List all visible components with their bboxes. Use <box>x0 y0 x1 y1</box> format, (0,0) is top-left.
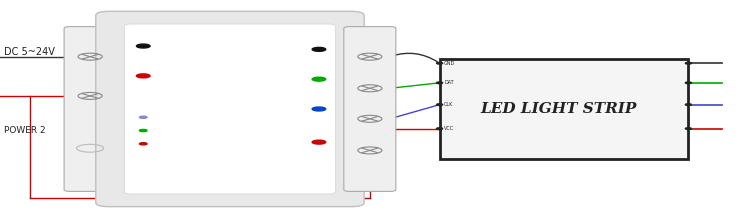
Circle shape <box>312 107 326 111</box>
Text: DAT: DAT <box>284 77 295 82</box>
Text: CE: CE <box>239 140 247 145</box>
Text: B: B <box>153 115 157 120</box>
Circle shape <box>437 104 443 106</box>
Circle shape <box>136 74 150 78</box>
Text: POWER 2: POWER 2 <box>4 126 45 135</box>
Text: DAT: DAT <box>444 80 454 85</box>
Text: GND: GND <box>284 47 296 52</box>
Text: g: g <box>173 90 181 103</box>
Circle shape <box>437 82 443 84</box>
Circle shape <box>312 77 326 81</box>
Circle shape <box>437 128 443 129</box>
Text: c: c <box>189 90 196 103</box>
Circle shape <box>139 143 147 145</box>
Text: e: e <box>278 90 287 103</box>
Text: R: R <box>153 141 157 146</box>
Text: l: l <box>257 90 261 103</box>
Text: r: r <box>239 90 245 103</box>
Circle shape <box>136 44 150 48</box>
Text: a: a <box>164 90 172 103</box>
Text: CLK: CLK <box>284 107 294 111</box>
Text: RI: RI <box>153 98 158 103</box>
Text: o: o <box>248 90 256 103</box>
Text: 4.0 Bluetooth ♪: 4.0 Bluetooth ♪ <box>151 140 199 145</box>
Text: GND: GND <box>153 44 165 49</box>
Circle shape <box>685 82 691 84</box>
Text: o: o <box>212 90 220 103</box>
Text: n: n <box>221 90 229 103</box>
FancyBboxPatch shape <box>124 24 336 194</box>
Text: t: t <box>230 90 235 103</box>
Text: SP105E: SP105E <box>207 52 272 67</box>
Circle shape <box>685 62 691 64</box>
Circle shape <box>312 140 326 144</box>
Text: VCC: VCC <box>153 73 164 78</box>
Text: G: G <box>153 128 157 133</box>
Text: CLK: CLK <box>444 102 453 107</box>
Circle shape <box>139 129 147 132</box>
Text: M: M <box>153 90 165 103</box>
FancyBboxPatch shape <box>64 27 116 191</box>
Text: VCC: VCC <box>284 140 295 145</box>
FancyBboxPatch shape <box>344 27 396 191</box>
Circle shape <box>685 128 691 129</box>
Text: i: i <box>182 90 185 103</box>
Text: l: l <box>268 90 271 103</box>
Text: VCC: VCC <box>444 126 454 131</box>
Bar <box>440 59 688 159</box>
Text: ✓··↻: ✓··↻ <box>249 140 265 145</box>
Text: LED LIGHT STRIP: LED LIGHT STRIP <box>481 102 637 116</box>
FancyBboxPatch shape <box>96 11 364 207</box>
Text: r: r <box>287 90 293 103</box>
Circle shape <box>437 62 443 64</box>
Circle shape <box>685 104 691 106</box>
Text: C: C <box>204 90 213 103</box>
Circle shape <box>139 116 147 118</box>
Text: GND: GND <box>444 61 455 66</box>
Text: DC 5~24V: DC 5~24V <box>4 47 54 57</box>
Circle shape <box>312 47 326 51</box>
